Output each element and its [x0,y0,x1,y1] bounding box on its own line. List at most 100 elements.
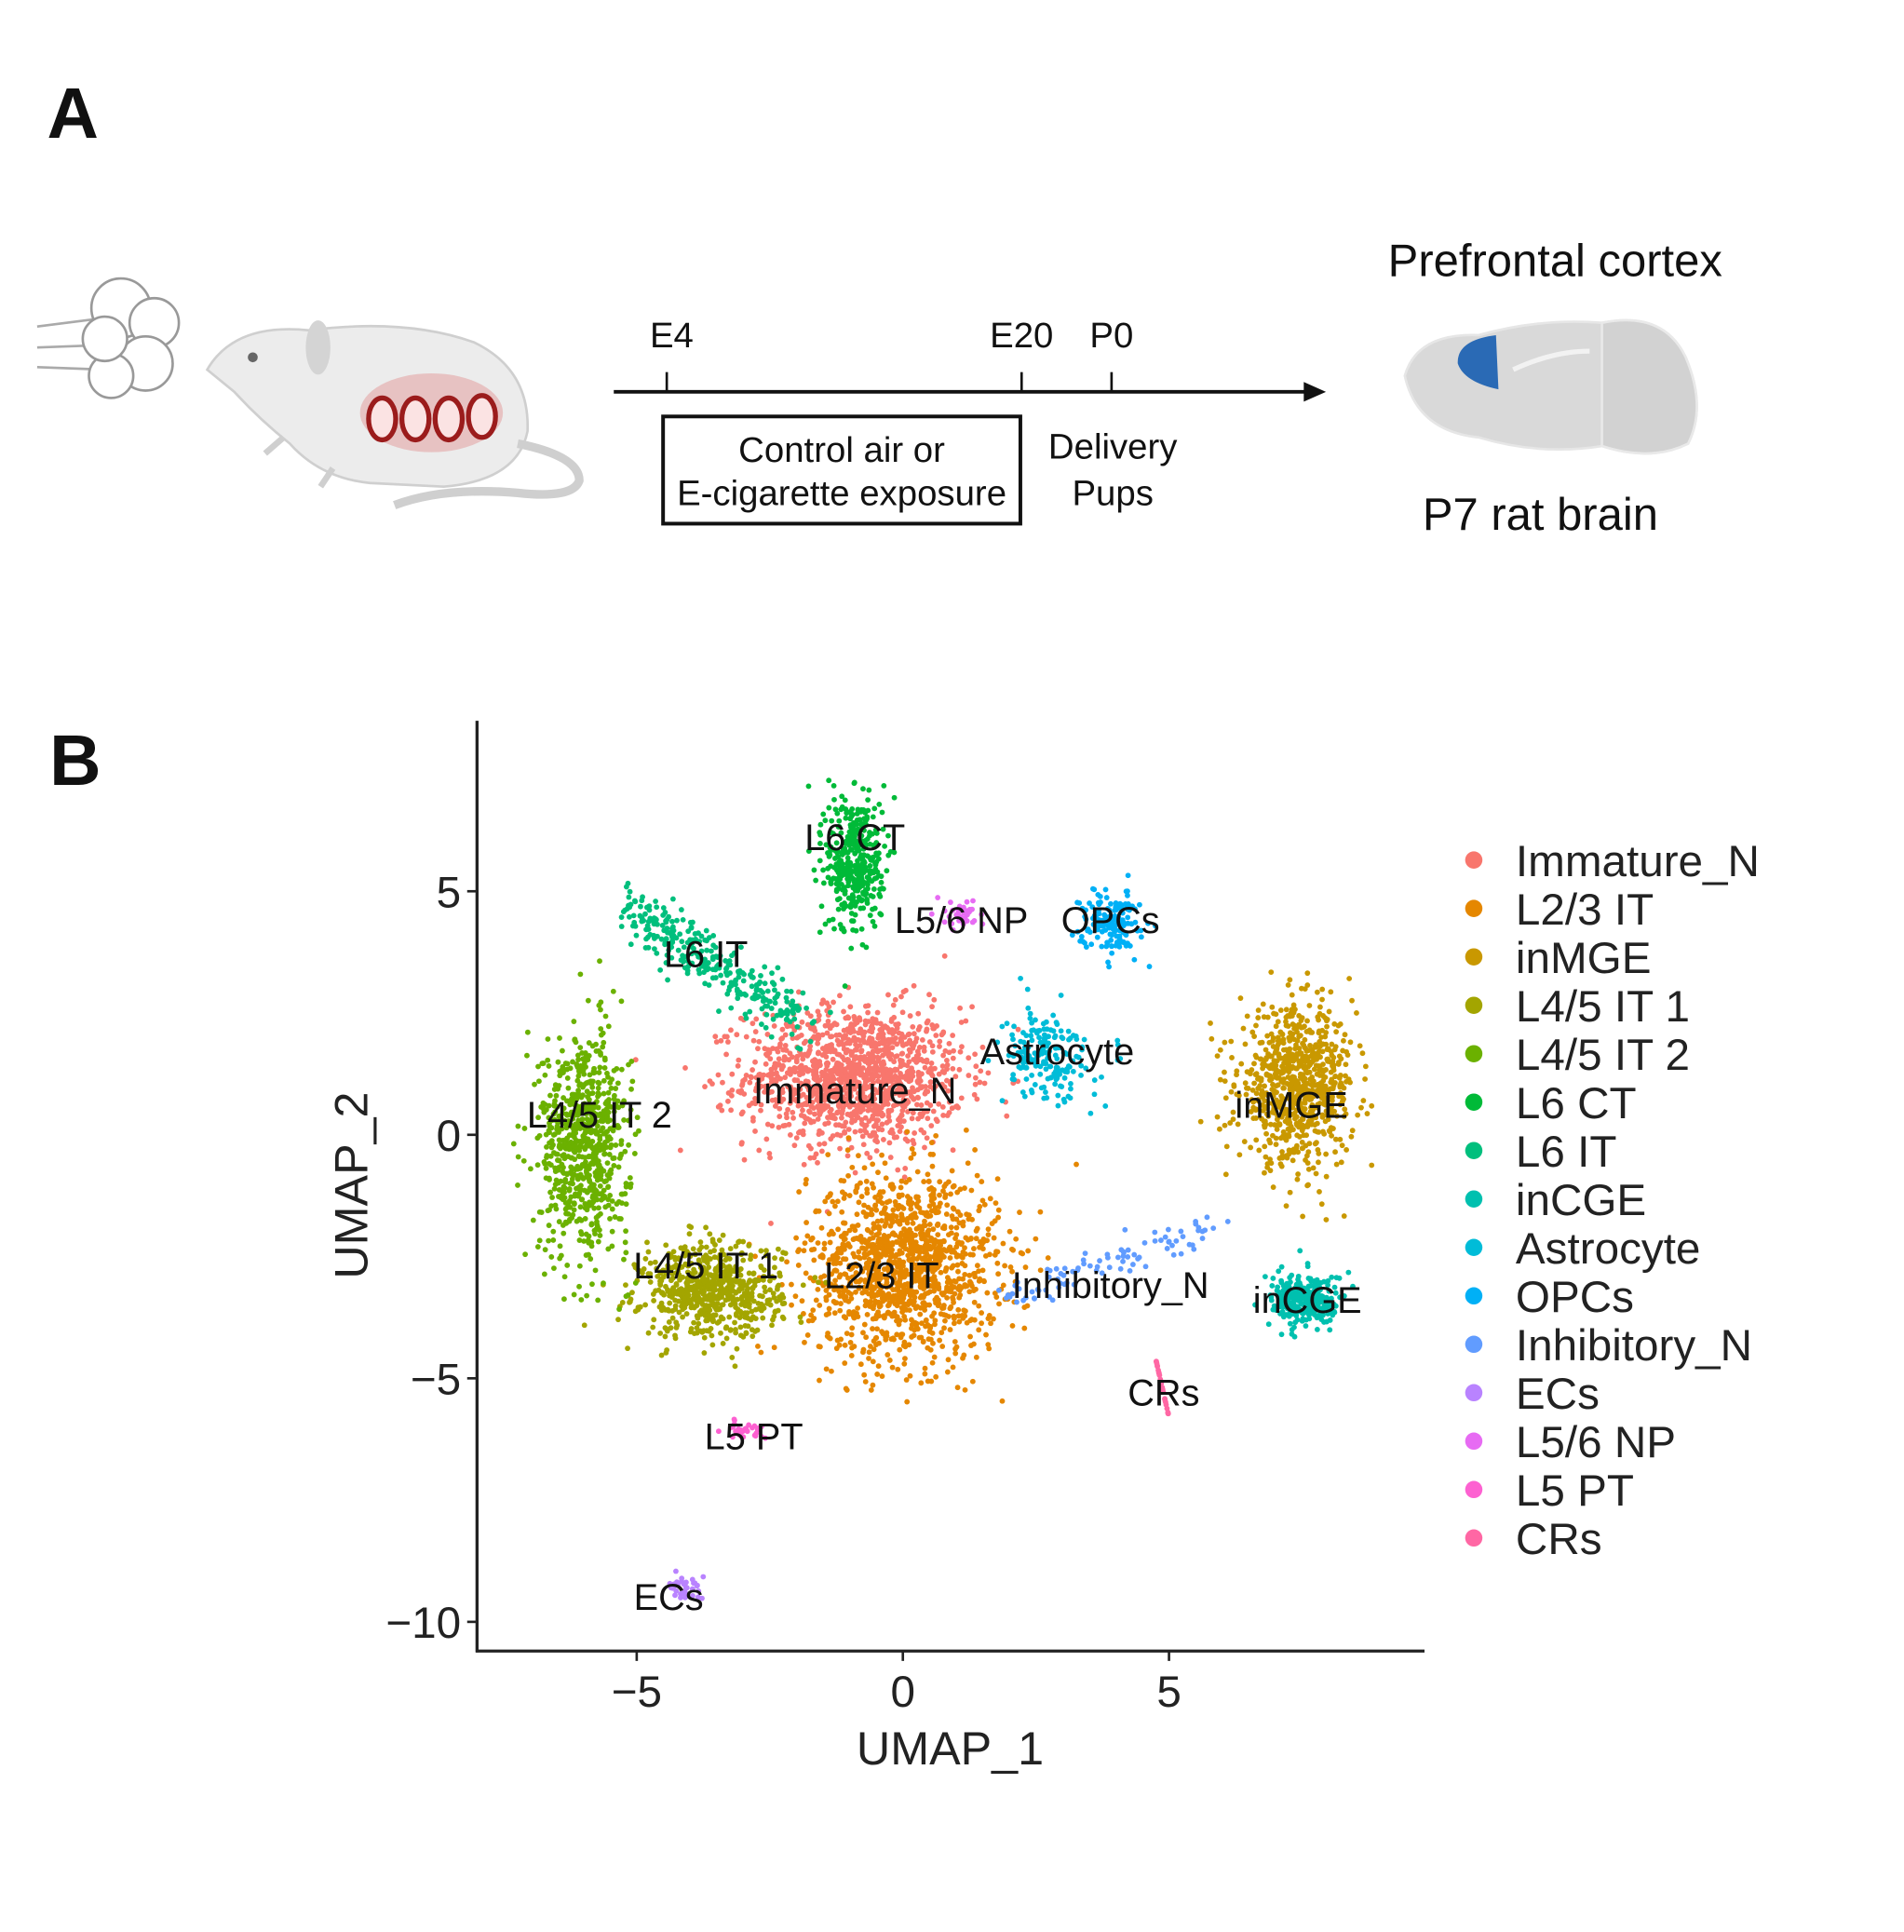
umap-point [598,1026,604,1032]
umap-point [1018,1250,1024,1256]
umap-point [1319,996,1325,1003]
umap-point [967,1280,974,1287]
umap-point [854,1211,860,1218]
umap-point [843,1119,849,1126]
umap-point [902,1356,908,1362]
umap-point [885,992,891,998]
umap-point [872,1315,878,1321]
umap-point [738,1141,745,1147]
umap-point [561,1296,567,1303]
umap-point [561,1274,568,1280]
umap-point [845,1172,851,1179]
umap-point [830,782,837,789]
umap-point [1287,1030,1293,1036]
umap-point [576,1283,582,1290]
umap-point [1355,1112,1361,1118]
umap-point [1238,1061,1245,1067]
umap-point [769,1322,775,1329]
umap-point [1326,1008,1332,1015]
umap-point [907,1307,912,1314]
umap-point [945,1088,952,1094]
umap-point [605,1246,612,1252]
umap-point [950,1147,956,1154]
umap-point [1343,1061,1349,1068]
umap-point [963,1250,968,1257]
umap-point [1317,1189,1322,1195]
umap-point [804,1078,811,1085]
umap-point [1256,1147,1263,1154]
umap-point [750,1037,757,1044]
umap-point [1290,1002,1297,1008]
umap-point [861,1321,868,1328]
umap-point [1306,1141,1313,1147]
umap-point [799,1298,805,1304]
umap-point [828,1136,834,1142]
umap-point [915,1010,922,1017]
umap-point [1268,969,1275,976]
umap-point [798,1319,804,1325]
umap-point [1336,1053,1343,1060]
umap-point [693,1289,699,1295]
umap-point [1294,1037,1301,1044]
umap-point [910,1220,916,1226]
umap-point [1285,1013,1290,1020]
umap-point [936,1071,942,1077]
umap-point [534,1162,541,1169]
umap-point [869,1211,875,1218]
umap-point [937,1038,943,1045]
umap-point [849,1049,856,1055]
umap-point [862,1115,869,1121]
umap-point [776,1093,783,1100]
umap-point [688,1326,695,1332]
smoke-cloud-icon [36,277,181,399]
umap-point [817,1275,824,1280]
umap-point [1222,1039,1228,1046]
umap-point [966,1055,972,1061]
umap-point [577,971,584,978]
umap-point [779,1314,786,1320]
umap-point [569,1155,575,1161]
umap-point [581,1322,587,1329]
umap-point [1305,1182,1311,1188]
umap-point [852,1017,858,1023]
umap-point [919,1227,925,1234]
umap-point [1336,1074,1343,1081]
umap-point [918,1101,925,1108]
umap-point [1286,1034,1292,1041]
umap-point [749,1333,756,1340]
umap-point [1260,1001,1266,1007]
umap-point [708,1296,714,1303]
umap-point [589,1153,596,1159]
umap-point [1324,1023,1330,1030]
umap-point [809,1317,816,1324]
umap-point [962,1263,968,1269]
umap-point [1289,992,1295,998]
umap-point [1241,1139,1248,1144]
umap-point [950,1296,956,1303]
umap-point [1244,1013,1250,1020]
umap-point [823,1297,830,1304]
umap-point [803,1038,809,1045]
umap-point [720,1079,725,1086]
umap-point [862,1246,869,1252]
umap-point [1331,1020,1338,1027]
umap-point [653,1288,659,1294]
umap-point [815,1050,821,1057]
umap-point [865,1009,871,1016]
umap-point [778,1036,784,1042]
umap-point [1255,1015,1262,1020]
umap-point [747,1297,752,1303]
umap-point [770,1317,776,1323]
umap-point [1313,1170,1319,1177]
umap-point [757,1292,763,1299]
umap-point [910,1085,915,1091]
umap-point [954,1240,961,1247]
umap-point [841,1244,847,1250]
umap-point [901,1314,908,1319]
umap-point [623,1250,629,1256]
umap-point [1337,1021,1344,1027]
umap-point [866,1356,871,1361]
umap-point [901,1339,908,1345]
umap-point [911,1031,917,1037]
umap-point [752,1128,758,1134]
